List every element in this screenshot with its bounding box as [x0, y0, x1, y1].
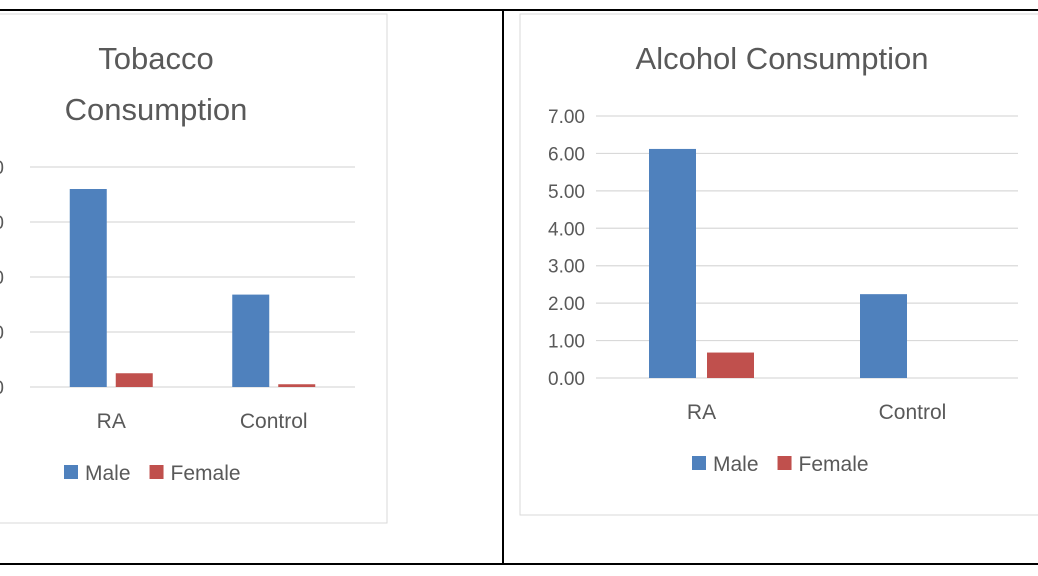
category-label: RA	[97, 410, 126, 433]
legend-swatch-male	[64, 465, 78, 479]
bar-female-ra	[115, 373, 153, 387]
bar-male-ra	[69, 189, 107, 387]
y-tick-label: 1.00	[548, 332, 585, 353]
bar-female-ra	[707, 352, 754, 378]
legend-swatch-male	[692, 456, 706, 470]
bar-male-control	[232, 294, 270, 387]
legend-label-male: Male	[85, 462, 131, 485]
y-tick-label: 0	[0, 213, 4, 234]
legend-swatch-female	[149, 465, 164, 479]
bar-male-ra	[649, 148, 696, 378]
alcohol-chart: Alcohol Consumption 0.00 1.00 2.00 3.00 4.00…	[548, 41, 1018, 476]
y-tick-label: 6.00	[548, 144, 585, 165]
alcohol-chart-area	[519, 13, 1038, 516]
y-tick-label: 0	[0, 158, 4, 179]
category-label: RA	[687, 401, 716, 424]
category-label: Control	[879, 401, 947, 424]
y-tick-label: 0	[0, 268, 4, 289]
y-tick-label: 2.00	[548, 294, 585, 315]
y-tick-label: 4.00	[548, 219, 585, 240]
bar-female-control	[278, 384, 316, 387]
legend-swatch-female	[777, 456, 792, 470]
alcohol-categories: RA Control	[687, 401, 946, 424]
tobacco-categories: RA Control	[97, 410, 308, 433]
tobacco-title-line-1: Tobacco	[98, 41, 213, 76]
legend-label-female: Female	[171, 462, 241, 485]
alcohol-legend: Male Female	[692, 453, 869, 476]
tobacco-chart: Tobacco Consumption 0 0 0 0 0 RA Control Male…	[0, 41, 355, 485]
tobacco-title-line-2: Consumption	[65, 92, 248, 127]
y-tick-label: 0.00	[548, 369, 585, 390]
alcohol-title: Alcohol Consumption	[636, 41, 929, 76]
bar-male-control	[860, 294, 907, 378]
y-tick-label: 5.00	[548, 182, 585, 203]
alcohol-bars	[649, 148, 907, 378]
legend-label-female: Female	[799, 453, 869, 476]
tobacco-bars	[69, 189, 316, 387]
y-tick-label: 7.00	[548, 107, 585, 128]
tobacco-chart-area	[0, 13, 388, 524]
alcohol-y-ticks: 0.00 1.00 2.00 3.00 4.00 5.00 6.00 7.00	[548, 107, 585, 390]
y-tick-label: 0	[0, 323, 4, 344]
tobacco-legend: Male Female	[64, 462, 241, 485]
tobacco-y-ticks: 0 0 0 0 0	[0, 158, 4, 399]
legend-label-male: Male	[713, 453, 759, 476]
y-tick-label: 0	[0, 378, 4, 399]
category-label: Control	[240, 410, 308, 433]
y-tick-label: 3.00	[548, 257, 585, 278]
